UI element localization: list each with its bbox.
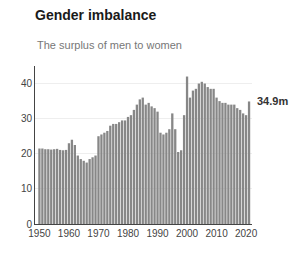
svg-text:40: 40 bbox=[21, 78, 33, 89]
svg-text:0: 0 bbox=[26, 219, 32, 230]
svg-text:The surplus of men to women: The surplus of men to women bbox=[37, 39, 182, 51]
svg-text:2010: 2010 bbox=[205, 228, 228, 239]
svg-text:34.9m: 34.9m bbox=[257, 95, 288, 107]
svg-text:10: 10 bbox=[21, 183, 33, 194]
svg-text:1980: 1980 bbox=[117, 228, 140, 239]
svg-text:1960: 1960 bbox=[58, 228, 81, 239]
svg-text:30: 30 bbox=[21, 113, 33, 124]
svg-text:1970: 1970 bbox=[87, 228, 110, 239]
svg-text:Gender imbalance: Gender imbalance bbox=[35, 7, 157, 23]
svg-text:2020: 2020 bbox=[235, 228, 258, 239]
svg-text:1990: 1990 bbox=[146, 228, 169, 239]
svg-text:2000: 2000 bbox=[176, 228, 199, 239]
svg-text:20: 20 bbox=[21, 148, 33, 159]
svg-text:1950: 1950 bbox=[28, 228, 51, 239]
